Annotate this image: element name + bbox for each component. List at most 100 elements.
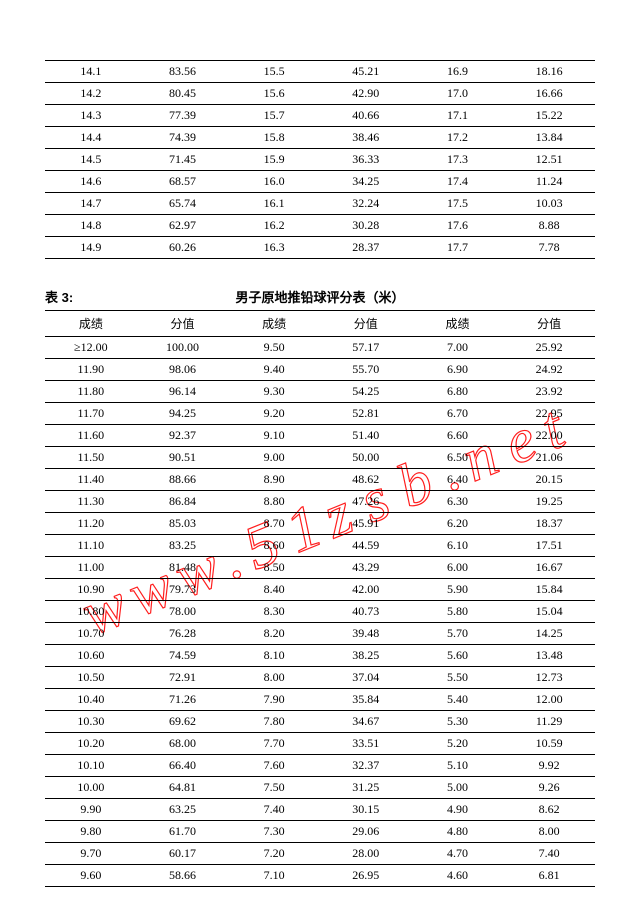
cell: 58.66 bbox=[137, 865, 229, 887]
cell: 17.6 bbox=[412, 215, 504, 237]
cell: 16.67 bbox=[503, 557, 595, 579]
cell: 16.2 bbox=[228, 215, 320, 237]
cell: 78.00 bbox=[137, 601, 229, 623]
cell: 30.28 bbox=[320, 215, 412, 237]
column-header: 成绩 bbox=[45, 311, 137, 337]
cell: 11.80 bbox=[45, 381, 137, 403]
cell: 45.91 bbox=[320, 513, 412, 535]
cell: 17.5 bbox=[412, 193, 504, 215]
cell: 7.90 bbox=[228, 689, 320, 711]
cell: 11.90 bbox=[45, 359, 137, 381]
cell: 5.40 bbox=[412, 689, 504, 711]
cell: 6.10 bbox=[412, 535, 504, 557]
cell: 71.45 bbox=[137, 149, 229, 171]
cell: 15.22 bbox=[503, 105, 595, 127]
cell: 98.06 bbox=[137, 359, 229, 381]
cell: 34.25 bbox=[320, 171, 412, 193]
cell: 38.25 bbox=[320, 645, 412, 667]
cell: 85.03 bbox=[137, 513, 229, 535]
cell: 17.0 bbox=[412, 83, 504, 105]
table-row: 9.6058.667.1026.954.606.81 bbox=[45, 865, 595, 887]
cell: 14.8 bbox=[45, 215, 137, 237]
table-row: 11.3086.848.8047.266.3019.25 bbox=[45, 491, 595, 513]
cell: 14.4 bbox=[45, 127, 137, 149]
cell: 15.6 bbox=[228, 83, 320, 105]
cell: 8.70 bbox=[228, 513, 320, 535]
cell: 40.66 bbox=[320, 105, 412, 127]
table-row: 14.862.9716.230.2817.68.88 bbox=[45, 215, 595, 237]
cell: 54.25 bbox=[320, 381, 412, 403]
cell: 72.91 bbox=[137, 667, 229, 689]
cell: 42.90 bbox=[320, 83, 412, 105]
cell: 13.48 bbox=[503, 645, 595, 667]
cell: 4.80 bbox=[412, 821, 504, 843]
cell: 15.84 bbox=[503, 579, 595, 601]
cell: 11.29 bbox=[503, 711, 595, 733]
cell: 6.00 bbox=[412, 557, 504, 579]
cell: 32.37 bbox=[320, 755, 412, 777]
cell: 88.66 bbox=[137, 469, 229, 491]
cell: 15.5 bbox=[228, 61, 320, 83]
cell: 16.66 bbox=[503, 83, 595, 105]
table-row: 14.960.2616.328.3717.77.78 bbox=[45, 237, 595, 259]
cell: 44.59 bbox=[320, 535, 412, 557]
cell: 5.50 bbox=[412, 667, 504, 689]
cell: 14.3 bbox=[45, 105, 137, 127]
cell: 16.1 bbox=[228, 193, 320, 215]
cell: 18.16 bbox=[503, 61, 595, 83]
cell: 8.00 bbox=[503, 821, 595, 843]
table-row: 14.668.5716.034.2517.411.24 bbox=[45, 171, 595, 193]
table-row: 11.2085.038.7045.916.2018.37 bbox=[45, 513, 595, 535]
table-row: 14.474.3915.838.4617.213.84 bbox=[45, 127, 595, 149]
cell: 25.92 bbox=[503, 337, 595, 359]
cell: 10.50 bbox=[45, 667, 137, 689]
cell: 62.97 bbox=[137, 215, 229, 237]
cell: 9.10 bbox=[228, 425, 320, 447]
cell: 39.48 bbox=[320, 623, 412, 645]
cell: 5.90 bbox=[412, 579, 504, 601]
cell: 6.60 bbox=[412, 425, 504, 447]
cell: 71.26 bbox=[137, 689, 229, 711]
column-header: 分值 bbox=[320, 311, 412, 337]
cell: 11.24 bbox=[503, 171, 595, 193]
cell: 17.7 bbox=[412, 237, 504, 259]
column-header: 成绩 bbox=[228, 311, 320, 337]
cell: 10.59 bbox=[503, 733, 595, 755]
cell: 4.70 bbox=[412, 843, 504, 865]
cell: 10.03 bbox=[503, 193, 595, 215]
cell: 17.1 bbox=[412, 105, 504, 127]
cell: 74.59 bbox=[137, 645, 229, 667]
cell: 10.40 bbox=[45, 689, 137, 711]
cell: 6.40 bbox=[412, 469, 504, 491]
cell: 64.81 bbox=[137, 777, 229, 799]
cell: 14.1 bbox=[45, 61, 137, 83]
cell: 65.74 bbox=[137, 193, 229, 215]
cell: 11.10 bbox=[45, 535, 137, 557]
cell: 15.04 bbox=[503, 601, 595, 623]
cell: 23.92 bbox=[503, 381, 595, 403]
cell: 12.51 bbox=[503, 149, 595, 171]
cell: 52.81 bbox=[320, 403, 412, 425]
cell: 10.30 bbox=[45, 711, 137, 733]
table-row: 10.7076.288.2039.485.7014.25 bbox=[45, 623, 595, 645]
cell: 9.40 bbox=[228, 359, 320, 381]
table-row: 14.377.3915.740.6617.115.22 bbox=[45, 105, 595, 127]
table-row: 11.9098.069.4055.706.9024.92 bbox=[45, 359, 595, 381]
table-1: 14.183.5615.545.2116.918.1614.280.4515.6… bbox=[45, 60, 595, 259]
table-row: ≥12.00100.009.5057.177.0025.92 bbox=[45, 337, 595, 359]
cell: 31.25 bbox=[320, 777, 412, 799]
cell: 92.37 bbox=[137, 425, 229, 447]
cell: 26.95 bbox=[320, 865, 412, 887]
cell: 40.73 bbox=[320, 601, 412, 623]
cell: 7.10 bbox=[228, 865, 320, 887]
cell: 7.40 bbox=[503, 843, 595, 865]
cell: 14.7 bbox=[45, 193, 137, 215]
cell: 21.06 bbox=[503, 447, 595, 469]
cell: 5.20 bbox=[412, 733, 504, 755]
page-container: 14.183.5615.545.2116.918.1614.280.4515.6… bbox=[0, 0, 640, 906]
cell: 9.70 bbox=[45, 843, 137, 865]
table-row: 11.8096.149.3054.256.8023.92 bbox=[45, 381, 595, 403]
table-header-row: 成绩分值成绩分值成绩分值 bbox=[45, 311, 595, 337]
cell: 55.70 bbox=[320, 359, 412, 381]
cell: 77.39 bbox=[137, 105, 229, 127]
